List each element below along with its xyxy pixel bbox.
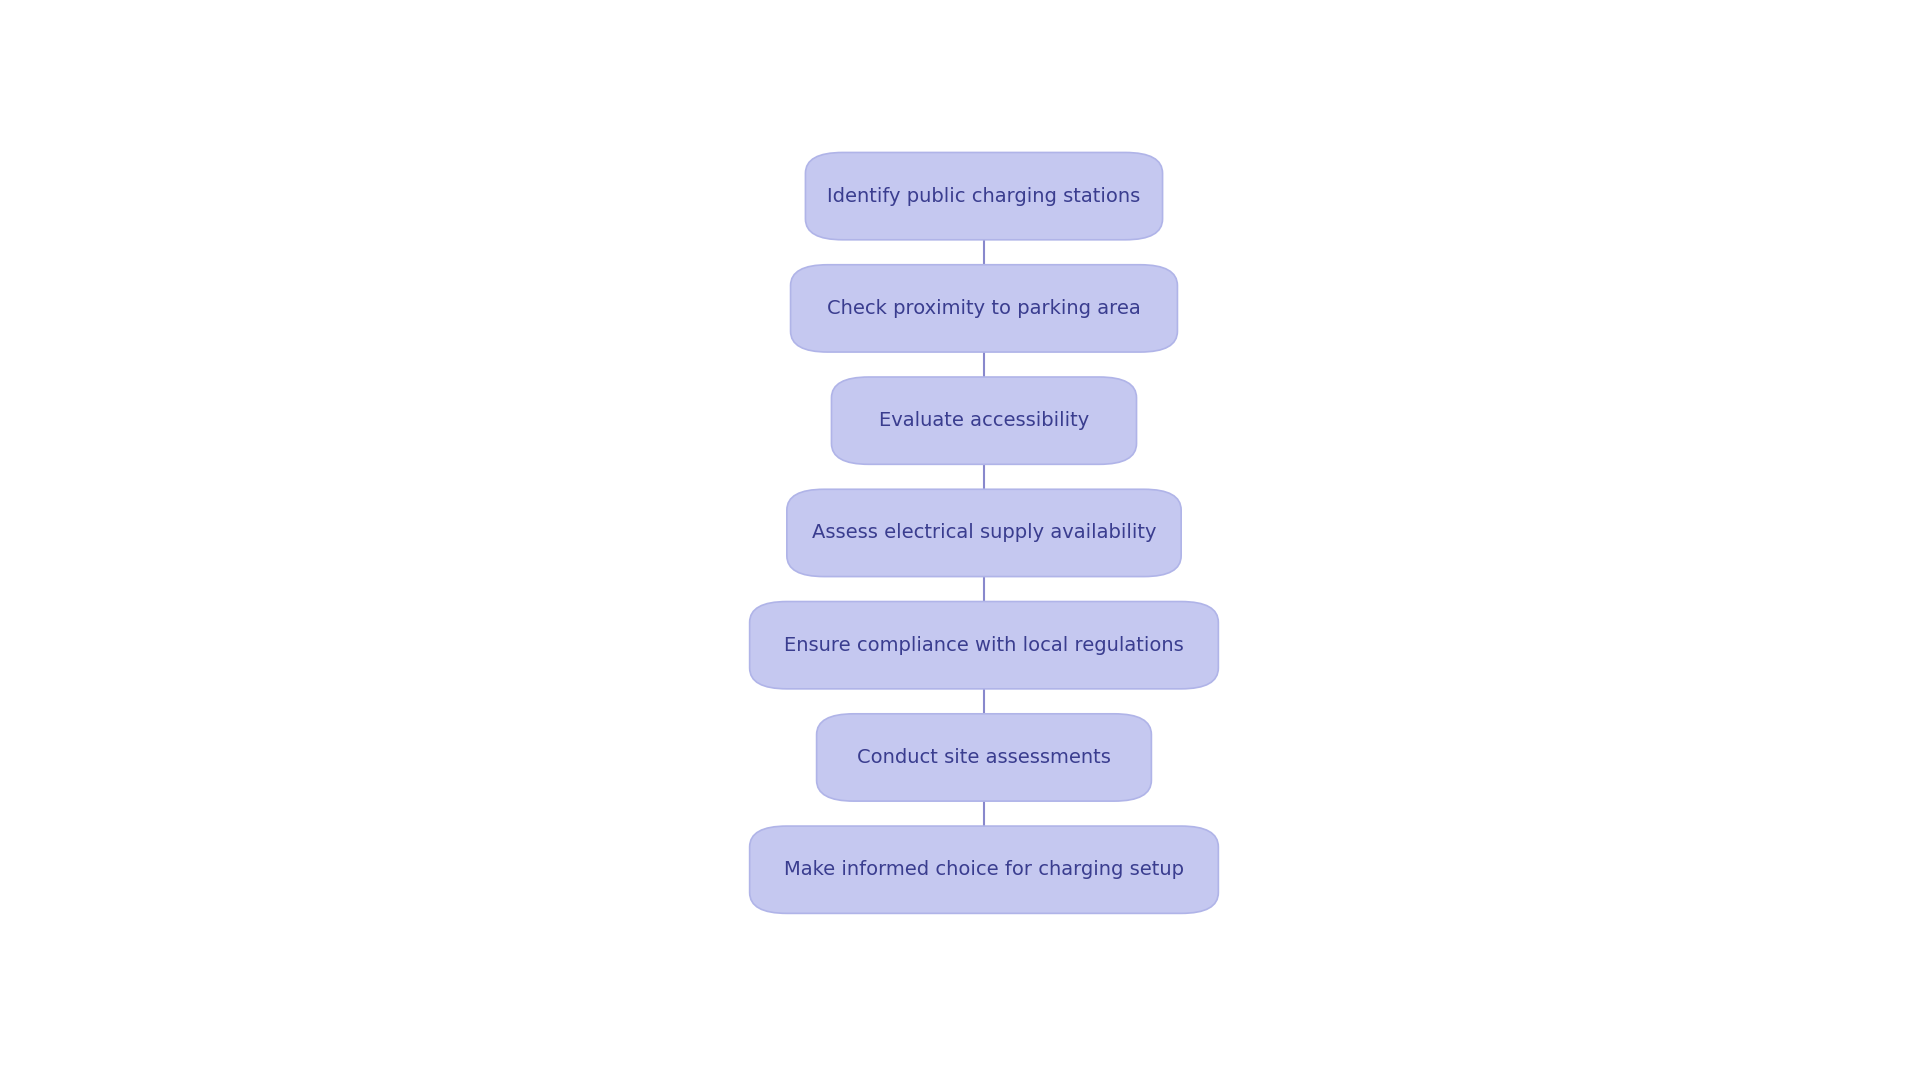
Text: Check proximity to parking area: Check proximity to parking area xyxy=(828,299,1140,318)
Text: Make informed choice for charging setup: Make informed choice for charging setup xyxy=(783,861,1185,879)
FancyBboxPatch shape xyxy=(749,826,1219,914)
Text: Ensure compliance with local regulations: Ensure compliance with local regulations xyxy=(783,636,1185,654)
Text: Assess electrical supply availability: Assess electrical supply availability xyxy=(812,524,1156,542)
FancyBboxPatch shape xyxy=(816,714,1152,801)
FancyBboxPatch shape xyxy=(749,602,1219,689)
FancyBboxPatch shape xyxy=(787,489,1181,577)
Text: Conduct site assessments: Conduct site assessments xyxy=(856,748,1112,767)
FancyBboxPatch shape xyxy=(831,377,1137,464)
Text: Evaluate accessibility: Evaluate accessibility xyxy=(879,411,1089,430)
FancyBboxPatch shape xyxy=(791,265,1177,352)
FancyBboxPatch shape xyxy=(806,152,1162,240)
Text: Identify public charging stations: Identify public charging stations xyxy=(828,187,1140,205)
